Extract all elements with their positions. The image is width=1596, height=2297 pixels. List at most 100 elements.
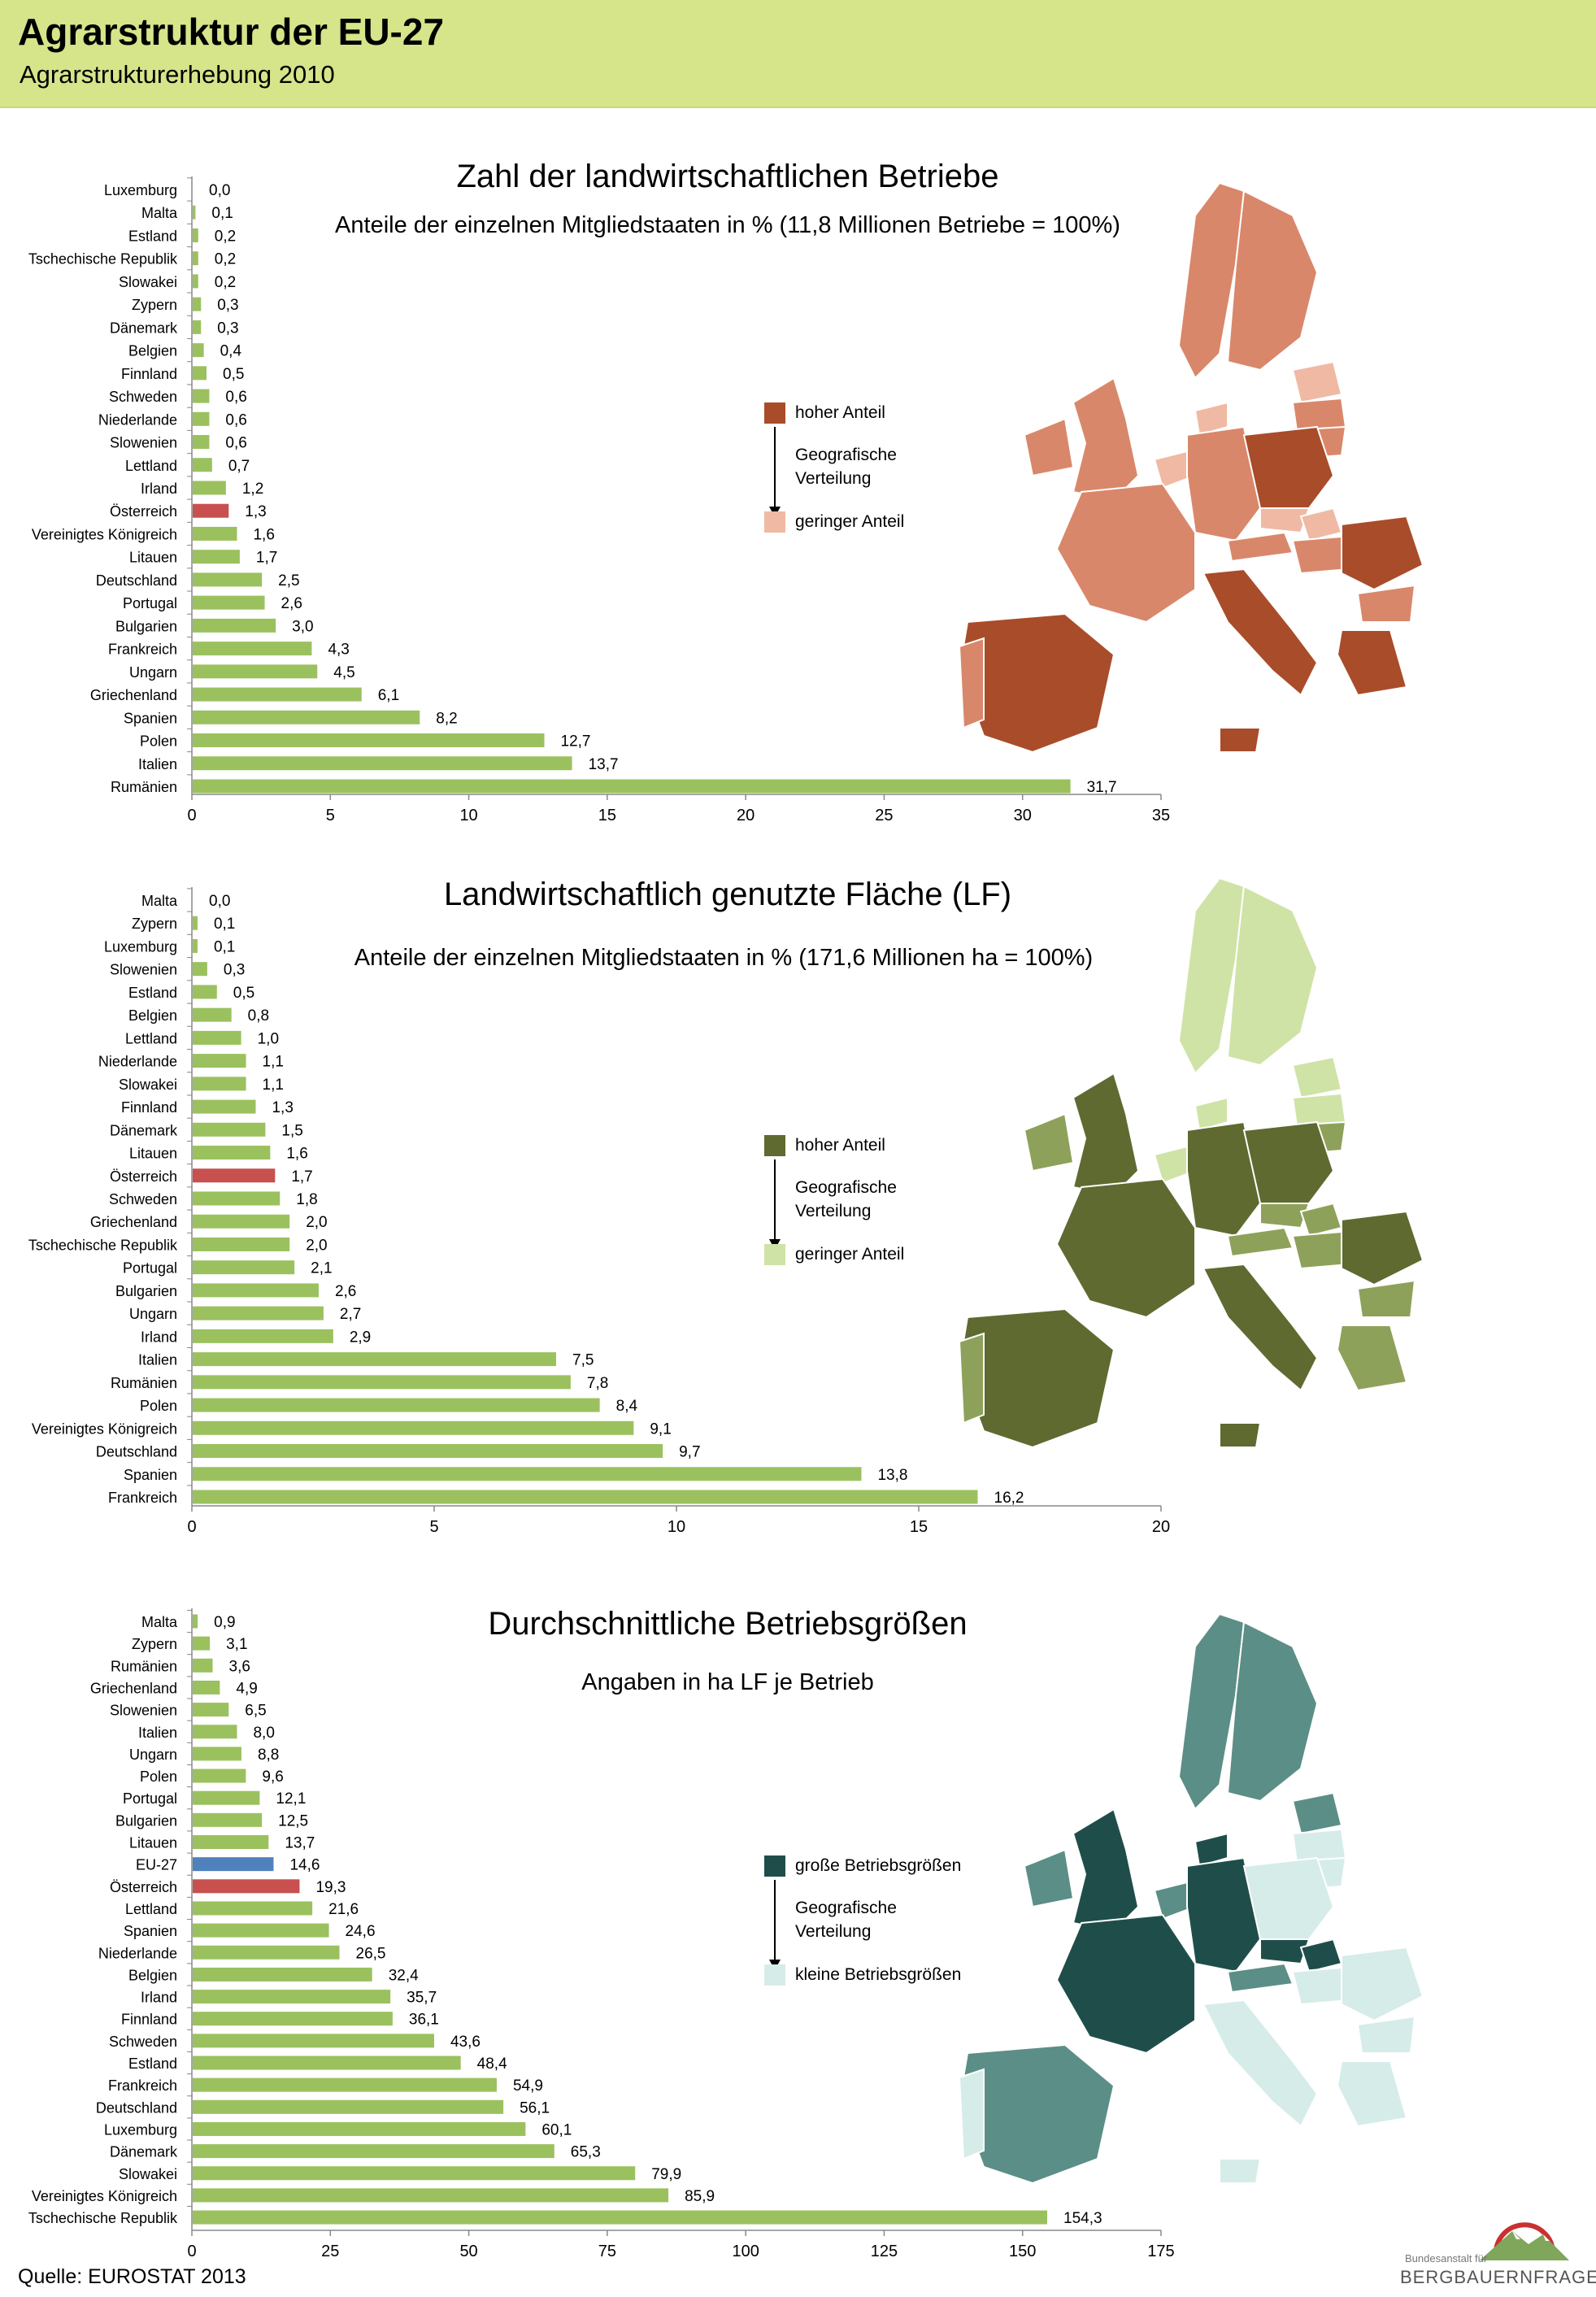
category-label: Rumänien — [111, 1658, 177, 1674]
category-label: Rumänien — [111, 779, 177, 795]
category-label: Tschechische Republik — [28, 2210, 178, 2226]
value-label: 1,6 — [253, 526, 274, 543]
value-label: 31,7 — [1087, 779, 1117, 796]
map-region — [1226, 189, 1319, 372]
value-label: 85,9 — [685, 2188, 715, 2205]
category-label: Schweden — [109, 1191, 177, 1207]
bar — [193, 2077, 497, 2092]
category-label: Zypern — [132, 297, 177, 313]
value-label: 79,9 — [651, 2166, 681, 2183]
category-label: Belgien — [128, 1967, 177, 1983]
value-label: 7,5 — [572, 1352, 594, 1369]
value-label: 12,7 — [561, 733, 591, 750]
category-label: Spanien — [124, 710, 177, 726]
bar — [193, 1812, 263, 1827]
map-legend-farms: hoher Anteil Geografische Verteilung ger… — [764, 402, 1033, 565]
value-label: 0,3 — [217, 297, 238, 314]
bar — [193, 1375, 571, 1390]
bar — [193, 458, 212, 472]
value-label: 0,6 — [225, 435, 246, 452]
category-label: Litauen — [129, 1146, 177, 1162]
bar — [193, 274, 198, 289]
legend-arrow-line — [774, 1880, 776, 1961]
category-label: Finnland — [121, 1099, 177, 1116]
value-label: 13,8 — [877, 1467, 907, 1484]
category-label: Niederlande — [98, 1945, 177, 1961]
map-region — [1226, 1962, 1294, 1994]
category-label: Niederlande — [98, 1054, 177, 1070]
bar — [193, 2166, 636, 2181]
legend-mid-label: Geografische Verteilung — [795, 1899, 897, 1941]
category-label: Rumänien — [111, 1375, 177, 1391]
x-tick-label: 5 — [429, 1518, 438, 1536]
map-legend-farm-size: große Betriebsgrößen Geografische Vertei… — [764, 1855, 1033, 2018]
bar — [193, 550, 240, 564]
value-label: 6,1 — [378, 687, 399, 704]
value-label: 54,9 — [513, 2077, 543, 2095]
bar — [193, 985, 217, 999]
value-label: 32,4 — [389, 1967, 419, 1984]
chart-subtitle-farm-size: Angaben in ha LF je Betrieb — [581, 1669, 874, 1695]
bar — [193, 205, 196, 220]
map-region — [1072, 1808, 1140, 1933]
category-label: Bulgarien — [115, 1283, 177, 1299]
bar — [193, 1725, 237, 1739]
category-label: Ungarn — [129, 1306, 177, 1322]
value-label: 1,7 — [256, 550, 277, 567]
map-region — [1341, 1946, 1424, 2022]
map-region — [1259, 1203, 1311, 1229]
category-label: Vereinigtes Königreich — [32, 526, 177, 542]
bar — [193, 1636, 211, 1651]
category-label: Zypern — [132, 916, 177, 932]
bar — [193, 664, 318, 679]
map-region — [1336, 2060, 1408, 2128]
bar — [193, 2099, 504, 2114]
map-region — [1202, 1263, 1319, 1392]
value-label: 0,7 — [228, 458, 250, 475]
value-label: 4,9 — [236, 1680, 257, 1697]
x-tick-label: 0 — [187, 2243, 196, 2260]
bar — [193, 962, 207, 977]
source-note: Quelle: EUROSTAT 2013 — [18, 2265, 246, 2288]
value-label: 19,3 — [315, 1879, 346, 1896]
value-label: 2,7 — [340, 1306, 361, 1323]
map-region — [1356, 2015, 1416, 2054]
bar — [193, 1168, 276, 1183]
value-label: 26,5 — [356, 1945, 386, 1962]
bar — [193, 2012, 393, 2026]
bar — [193, 938, 198, 953]
legend-high-label: große Betriebsgrößen — [795, 1856, 962, 1875]
map-region — [1023, 417, 1075, 477]
value-label: 2,9 — [350, 1329, 371, 1346]
logo-small-text: Bundesanstalt für — [1405, 2252, 1488, 2264]
category-label: EU-27 — [136, 1857, 177, 1873]
value-label: 13,7 — [285, 1835, 315, 1852]
bar — [193, 343, 204, 358]
value-label: 6,5 — [245, 1703, 266, 1720]
panel-farms: 0 5 10 15 20 25 30 35 Luxemburg 0,0 Malta 0,1 Estlan… — [0, 159, 1596, 842]
chart-title-area: Landwirtschaftlich genutzte Fläche (LF) — [443, 877, 1012, 912]
category-label: Spanien — [124, 1467, 177, 1483]
value-label: 1,6 — [286, 1146, 307, 1163]
bar — [193, 1420, 634, 1435]
legend-high-swatch — [764, 402, 785, 424]
value-label: 2,0 — [306, 1214, 327, 1231]
chart-title-farms: Zahl der landwirtschaftlichen Betriebe — [456, 159, 999, 194]
page-title: Agrarstruktur der EU-27 — [18, 11, 445, 53]
value-label: 2,0 — [306, 1237, 327, 1254]
bar — [193, 2210, 1048, 2225]
bar — [193, 526, 237, 541]
map-region — [1259, 507, 1311, 534]
map-region — [1177, 181, 1246, 380]
x-tick-label: 35 — [1152, 807, 1170, 824]
category-label: Dänemark — [110, 320, 178, 336]
x-tick-label: 30 — [1014, 807, 1032, 824]
legend-low-swatch — [764, 1244, 785, 1265]
category-label: Schweden — [109, 389, 177, 405]
bar — [193, 1283, 319, 1298]
x-tick-label: 150 — [1009, 2243, 1036, 2260]
value-label: 0,3 — [217, 320, 238, 337]
legend-low-label: kleine Betriebsgrößen — [795, 1965, 962, 1984]
panel-area: 0 5 10 15 20 Malta 0,0 Zypern 0,1 Luxemburg 0,1 Slo… — [0, 862, 1596, 1561]
category-label: Slowakei — [119, 274, 177, 290]
